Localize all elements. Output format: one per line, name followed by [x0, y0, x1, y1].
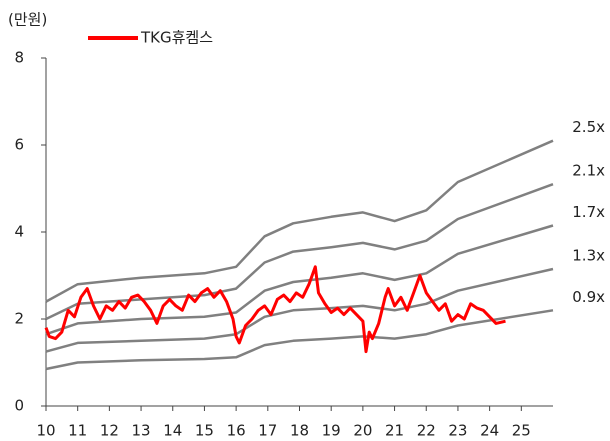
series-label: 1.7x: [572, 203, 605, 221]
x-tick-label: 20: [353, 422, 372, 440]
y-tick-label: 2: [14, 310, 24, 328]
x-tick-label: 10: [36, 422, 55, 440]
y-tick-label: 0: [14, 397, 24, 415]
series-label: 0.9x: [572, 288, 605, 306]
series-line: [45, 224, 554, 336]
x-tick-label: 24: [480, 422, 499, 440]
series-label: 2.5x: [572, 118, 605, 136]
legend-label: TKG휴켐스: [140, 29, 213, 47]
series-line: [45, 183, 554, 321]
series-line: [45, 139, 554, 303]
x-tick-label: 15: [195, 422, 214, 440]
y-unit: (만원): [8, 11, 47, 29]
y-tick-label: 8: [14, 49, 24, 67]
x-tick-label: 11: [68, 422, 87, 440]
x-tick-label: 14: [163, 422, 182, 440]
series-line: [45, 267, 554, 353]
series-label: 1.3x: [572, 246, 605, 264]
series-line: [44, 265, 506, 354]
x-tick-label: 23: [448, 422, 467, 440]
x-tick-label: 12: [100, 422, 119, 440]
x-tick-label: 19: [322, 422, 341, 440]
x-tick-label: 13: [132, 422, 151, 440]
series-line: [45, 309, 554, 371]
x-tick-label: 16: [227, 422, 246, 440]
y-tick-label: 6: [14, 136, 24, 154]
y-tick-label: 4: [14, 223, 24, 241]
x-tick-label: 22: [417, 422, 436, 440]
x-tick-label: 18: [290, 422, 309, 440]
x-tick-label: 25: [512, 422, 531, 440]
series-label: 2.1x: [572, 162, 605, 180]
x-tick-label: 17: [258, 422, 277, 440]
x-tick-label: 21: [385, 422, 404, 440]
